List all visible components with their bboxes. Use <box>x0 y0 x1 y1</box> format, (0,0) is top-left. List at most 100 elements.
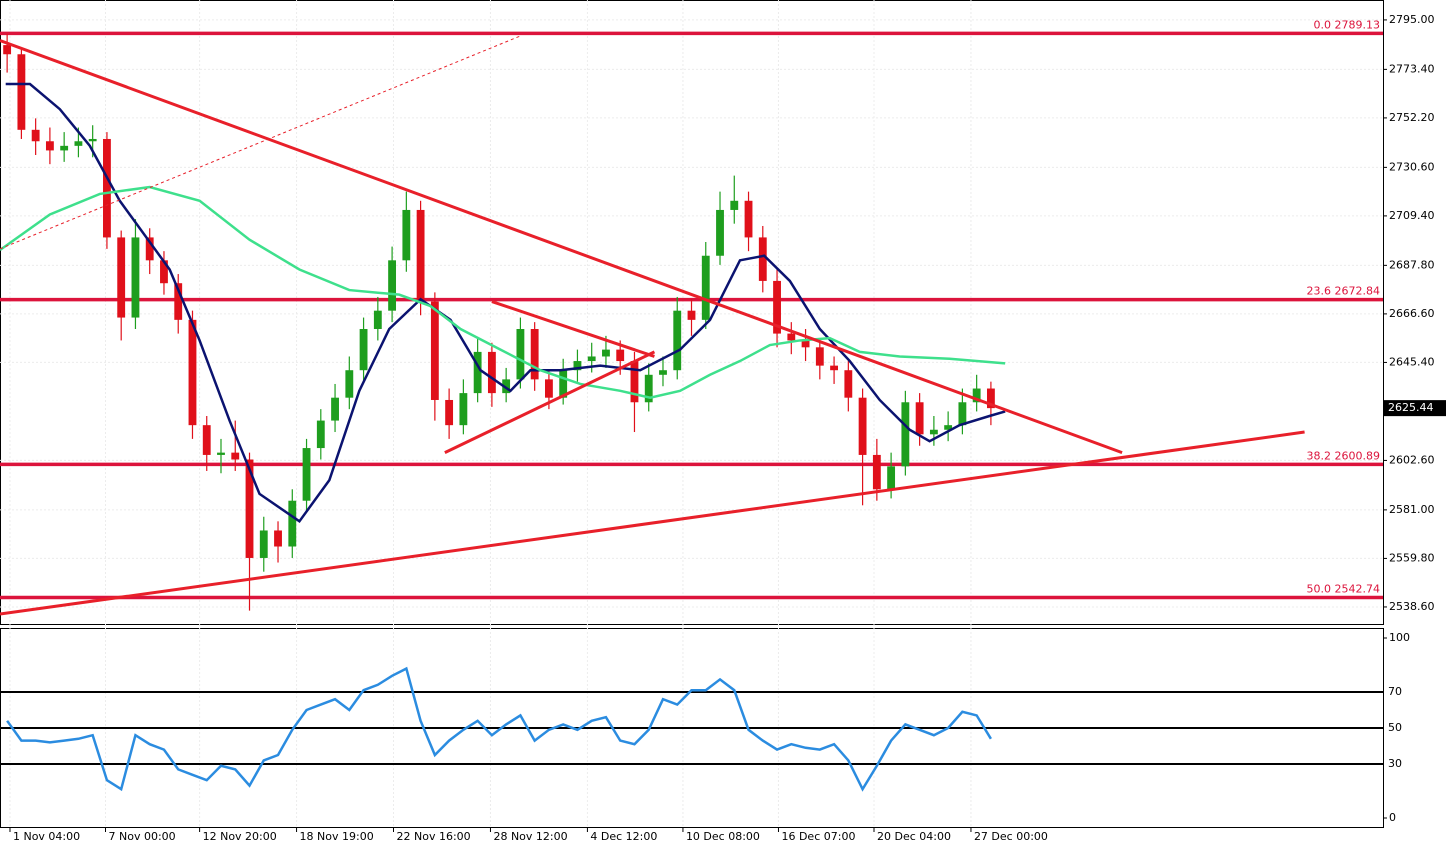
rsi-tick-label: 0 <box>1389 811 1396 824</box>
candle-body <box>274 530 282 547</box>
candle-body <box>730 200 739 210</box>
candle-body <box>231 452 240 460</box>
candle-body <box>616 349 625 362</box>
x-tick-label: 7 Nov 00:00 <box>109 830 176 843</box>
candle-body <box>801 340 810 348</box>
last-price-label: 2625.44 <box>1388 401 1434 414</box>
candle-body <box>559 370 568 398</box>
fib-label: 50.0 2542.74 <box>1307 582 1380 595</box>
candle-body <box>174 283 183 320</box>
price-panel-frame <box>0 0 1384 625</box>
candle-body <box>516 329 525 380</box>
candle-body <box>958 402 967 426</box>
x-tick-label: 22 Nov 16:00 <box>397 830 471 843</box>
moving-average <box>0 185 1006 399</box>
candle-body <box>445 399 454 426</box>
candle-body <box>74 141 83 146</box>
candle-body <box>644 374 653 403</box>
y-tick-label: 2687.80 <box>1389 258 1435 271</box>
x-tick-label: 16 Dec 07:00 <box>781 830 855 843</box>
candle-body <box>858 397 867 455</box>
y-tick-label: 2752.20 <box>1389 111 1435 124</box>
moving-average <box>5 82 1006 524</box>
candle-body <box>716 209 724 256</box>
trendline <box>491 300 655 358</box>
candle-body <box>659 370 667 375</box>
rsi-level-label: 70 <box>1388 685 1402 698</box>
candle-body <box>502 379 511 394</box>
last-price-box <box>1384 400 1446 417</box>
candle-body <box>31 129 40 142</box>
rsi-level-label: 30 <box>1388 757 1402 770</box>
candle-body <box>302 448 311 501</box>
candle-body <box>217 452 225 455</box>
candle-body <box>45 141 54 151</box>
y-tick-label: 2709.40 <box>1389 209 1435 222</box>
candle-body <box>872 454 881 490</box>
candle-body <box>373 310 382 330</box>
x-tick-label: 28 Nov 12:00 <box>493 830 567 843</box>
candle-body <box>687 310 696 320</box>
candle-body <box>929 429 938 435</box>
y-tick-label: 2730.60 <box>1389 160 1435 173</box>
x-tick-label: 20 Dec 04:00 <box>877 830 951 843</box>
candle-body <box>3 45 12 55</box>
candle-body <box>359 329 368 371</box>
candle-body <box>430 301 439 400</box>
trendline <box>0 430 1305 616</box>
y-tick-label: 2795.00 <box>1389 13 1435 26</box>
x-tick-label: 1 Nov 04:00 <box>13 830 80 843</box>
rsi-tick-label: 100 <box>1389 631 1410 644</box>
candle-body <box>773 280 781 334</box>
candle-body <box>473 351 482 394</box>
y-tick-label: 2559.80 <box>1389 551 1435 564</box>
fib-label: 0.0 2789.13 <box>1314 18 1380 31</box>
candle-body <box>316 420 325 449</box>
candle-body <box>88 138 97 142</box>
candle-body <box>530 329 539 380</box>
candle-body <box>345 370 354 398</box>
trendline <box>444 350 656 454</box>
candle-body <box>459 393 468 426</box>
x-tick-label: 27 Dec 00:00 <box>974 830 1048 843</box>
candle-body <box>673 310 682 371</box>
rsi-level-label: 50 <box>1388 721 1402 734</box>
x-tick-label: 12 Nov 20:00 <box>203 830 277 843</box>
y-tick-label: 2602.60 <box>1389 453 1435 466</box>
candle-body <box>60 145 69 151</box>
candle-body <box>131 237 140 318</box>
y-tick-label: 2538.60 <box>1389 600 1435 613</box>
candle-body <box>944 425 953 430</box>
candle-body <box>844 370 853 398</box>
candle-body <box>830 365 838 371</box>
candle-body <box>815 347 824 366</box>
candle-body <box>758 237 767 281</box>
candle-body <box>288 500 297 547</box>
candle-body <box>188 319 197 426</box>
candle-body <box>388 260 397 311</box>
candle-body <box>701 255 710 320</box>
y-tick-label: 2773.40 <box>1389 62 1435 75</box>
candle-body <box>416 209 425 302</box>
candle-body <box>630 361 639 403</box>
rsi-line <box>6 666 992 792</box>
candle-body <box>545 379 553 398</box>
candle-body <box>787 333 796 341</box>
candle-body <box>744 200 753 238</box>
y-tick-label: 2581.00 <box>1389 503 1435 516</box>
candle-body <box>573 361 582 371</box>
candle-body <box>402 209 411 261</box>
candle-body <box>117 237 126 318</box>
candle-body <box>587 356 596 362</box>
candle-body <box>972 388 981 403</box>
candle-body <box>259 530 268 558</box>
x-tick-label: 18 Nov 19:00 <box>300 830 374 843</box>
fib-label: 23.6 2672.84 <box>1307 285 1380 298</box>
fib-label: 38.2 2600.89 <box>1307 449 1380 462</box>
candle-body <box>901 402 910 467</box>
candle-body <box>331 397 339 421</box>
candle-body <box>487 351 496 394</box>
x-tick-label: 4 Dec 12:00 <box>590 830 657 843</box>
candle-body <box>160 260 168 284</box>
